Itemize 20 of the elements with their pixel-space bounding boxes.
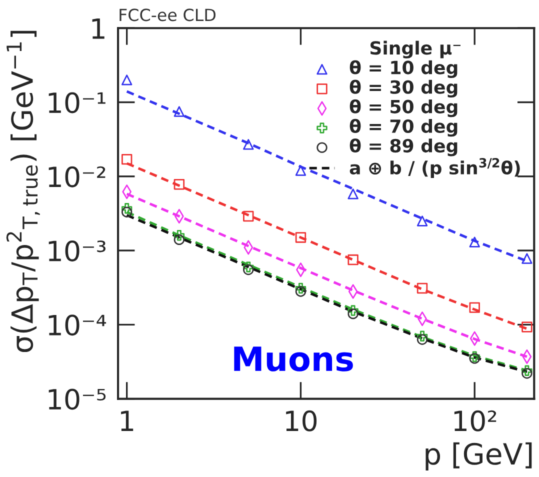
legend-label: θ = 30 deg [350,80,458,98]
legend-label: θ = 89 deg [350,138,458,156]
y-tick-label: 10⁻⁴ [48,314,106,336]
y-axis-title: σ(Δp$_{T}$/p$^{2}$$_{T,true}$) [GeV$^{−1}$] [6,30,40,352]
y-tick-label: 1 [92,18,104,39]
x-tick-label: 10 [286,410,317,432]
x-tick-label: 10² [454,410,496,432]
legend-label: θ = 50 deg [350,99,458,118]
y-tick-label: 10⁻⁵ [48,388,106,410]
annotation: Muons [234,346,353,372]
legend-title: Single μ⁻ [370,40,460,58]
y-tick-label: 10⁻² [48,166,106,188]
legend-label: θ = 10 deg [350,60,458,78]
x-axis-title: p [GeV] [426,442,532,471]
y-tick-label: 10⁻¹ [48,92,106,114]
y-tick-label: 10⁻³ [48,240,106,262]
text: FCC-ee CLD [120,8,216,22]
legend-label: θ = 70 deg [350,118,458,137]
x-tick-label: 1 [121,410,134,431]
legend-label: a ⊕ b / (p sin$^{3/2}$θ) [350,158,520,178]
